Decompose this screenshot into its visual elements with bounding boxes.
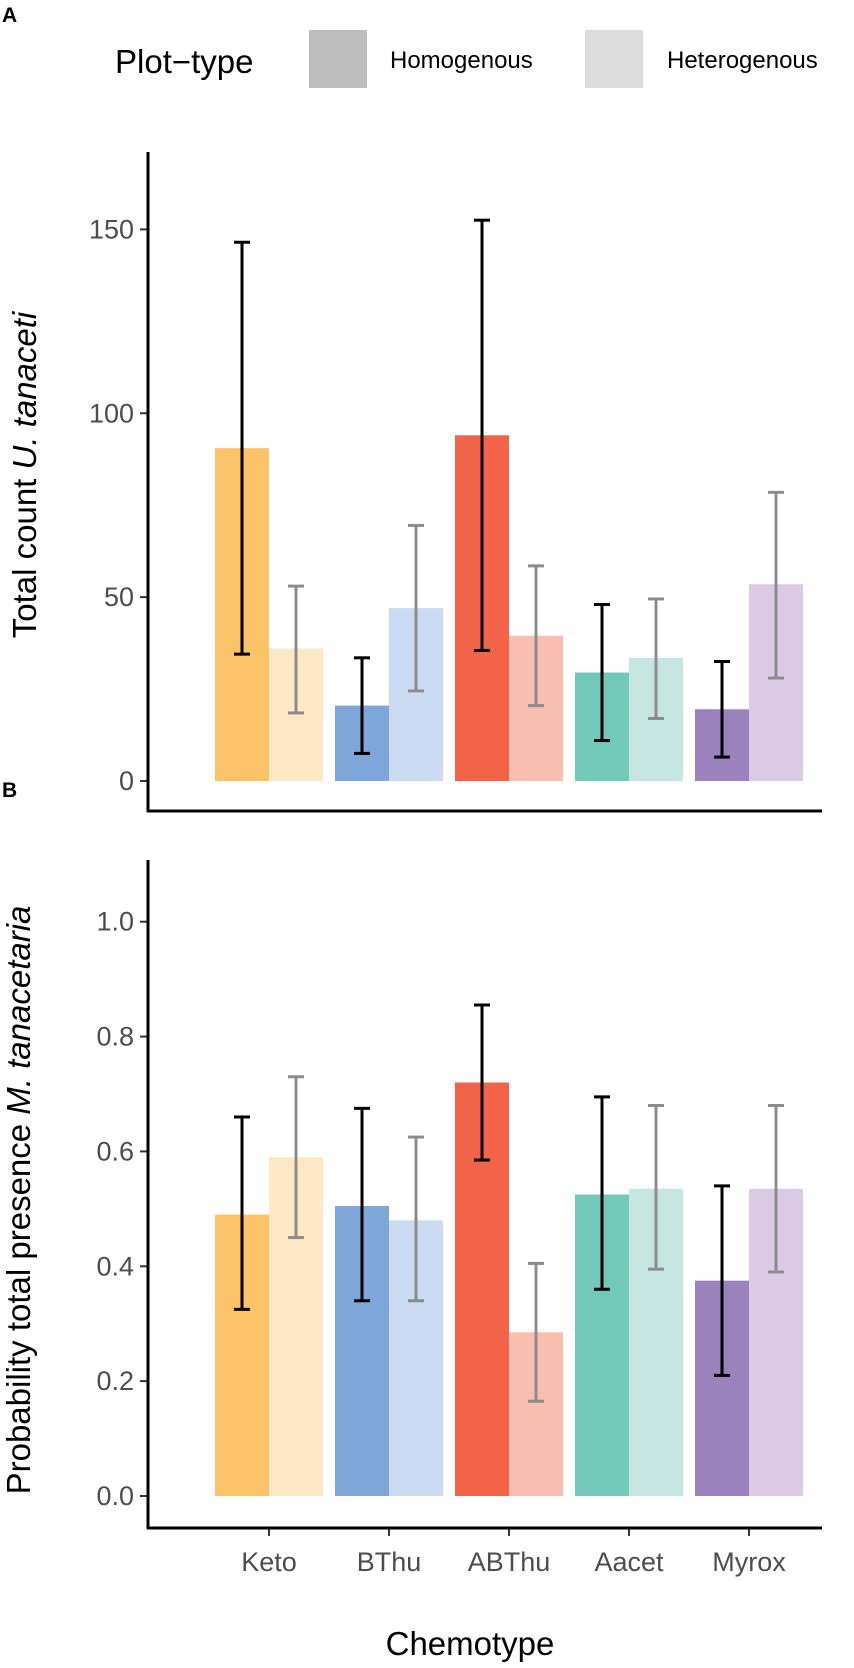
x-tick-label-keto: Keto [241, 1547, 297, 1577]
y-axis-title-prefix: Total count [6, 469, 43, 638]
errorbar-heterogenous-abthu [528, 564, 544, 708]
panel-b-plot: 0.0 0.2 0.4 0.6 0.8 1.0 Keto BThu ABThu Aacet Myro… [0, 860, 822, 1577]
errorbar-heterogenous-myrox [768, 1103, 784, 1274]
errorbar-homogenous-aacet [594, 1095, 610, 1291]
y-tick-label: 0 [119, 766, 134, 796]
legend: Plot−type Homogenous Heterogenous [115, 30, 818, 88]
y-tick-label: 0.0 [96, 1481, 134, 1511]
y-tick-label: 150 [89, 214, 134, 244]
y-tick-label: 0.6 [96, 1136, 134, 1166]
errorbar-homogenous-keto [234, 1115, 250, 1311]
panel-a-plot: 0 50 100 150 Total count U. tanaceti [6, 152, 822, 813]
errorbar-homogenous-aacet [594, 602, 610, 743]
legend-label-homogenous: Homogenous [390, 47, 533, 74]
errorbar-heterogenous-keto [288, 584, 304, 715]
errorbar-heterogenous-aacet [648, 597, 664, 720]
errorbar-homogenous-bthu [354, 656, 370, 755]
x-tick-label-bthu: BThu [357, 1547, 422, 1577]
y-tick-label: 50 [104, 582, 134, 612]
errorbar-homogenous-abthu [474, 218, 490, 652]
errorbar-heterogenous-bthu [408, 1135, 424, 1303]
y-tick-label: 0.4 [96, 1251, 134, 1281]
errorbar-homogenous-keto [234, 240, 250, 656]
legend-title: Plot−type [115, 43, 254, 80]
errorbar-homogenous-myrox [714, 659, 730, 759]
errorbar-homogenous-abthu [474, 1003, 490, 1162]
y-tick-label: 1.0 [96, 907, 134, 937]
errorbar-heterogenous-aacet [648, 1103, 664, 1271]
y-axis-title: Total count U. tanaceti [6, 310, 43, 638]
y-tick-label: 100 [89, 398, 134, 428]
errorbar-heterogenous-bthu [408, 523, 424, 693]
y-tick-label: 0.2 [96, 1366, 134, 1396]
legend-swatch-homogenous [309, 30, 367, 88]
errorbar-homogenous-bthu [354, 1106, 370, 1303]
x-tick-label-aacet: Aacet [594, 1547, 664, 1577]
errorbar-heterogenous-keto [288, 1075, 304, 1240]
panel-label-b: B [2, 779, 17, 802]
x-axis-title: Chemotype [386, 1625, 555, 1662]
errorbar-heterogenous-abthu [528, 1261, 544, 1403]
errorbar-heterogenous-myrox [768, 490, 784, 680]
panel-label-a: A [2, 4, 17, 27]
y-axis-title-species: U. tanaceti [6, 310, 43, 469]
x-tick-label-myrox: Myrox [712, 1547, 786, 1577]
y-tick-label: 0.8 [96, 1022, 134, 1052]
errorbar-homogenous-myrox [714, 1184, 730, 1377]
y-axis-title: Probability total presence M. tanacetari… [0, 906, 37, 1495]
legend-label-heterogenous: Heterogenous [667, 47, 818, 74]
y-axis-title-species: M. tanacetaria [0, 906, 37, 1115]
legend-swatch-heterogenous [585, 30, 643, 88]
y-axis-title-prefix: Probability total presence [0, 1115, 37, 1495]
x-tick-label-abthu: ABThu [468, 1547, 551, 1577]
